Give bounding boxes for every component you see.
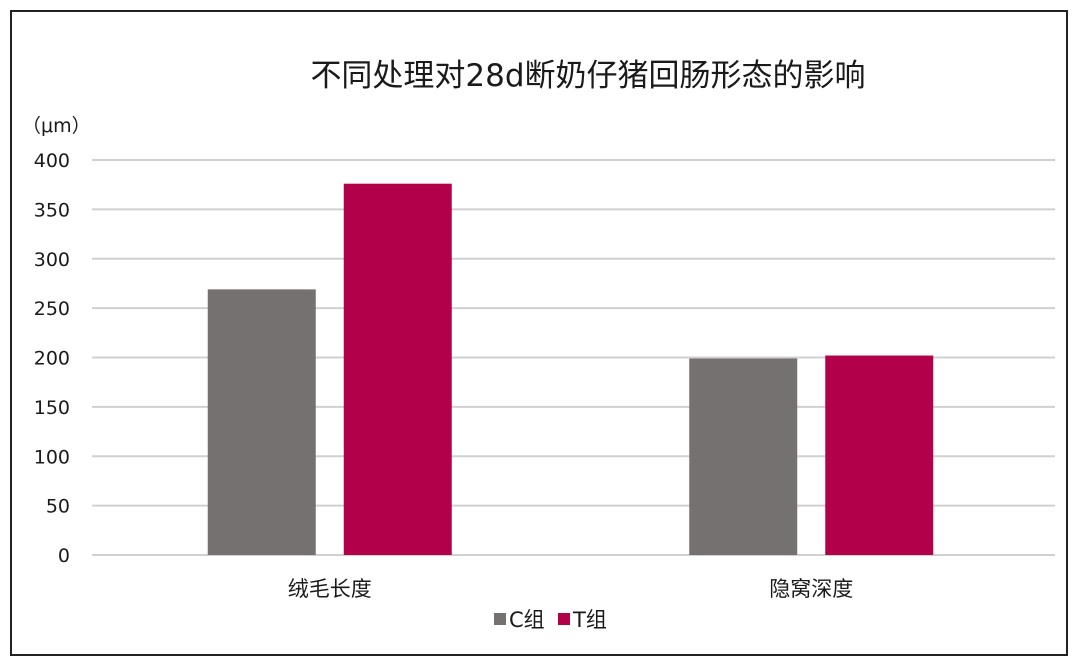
y-tick-label: 400: [34, 150, 70, 172]
y-tick-label: 0: [58, 545, 70, 567]
bars: [207, 183, 934, 555]
legend-swatch: [494, 613, 506, 625]
y-tick-label: 100: [34, 446, 70, 468]
legend: C组 T组: [494, 608, 607, 632]
bar-T组-绒毛长度: [343, 183, 452, 555]
legend-label: T组: [572, 608, 607, 632]
x-category-label: 隐窝深度: [769, 577, 853, 601]
y-tick-label: 300: [34, 249, 70, 271]
legend-swatch: [558, 613, 570, 625]
x-category-label: 绒毛长度: [288, 577, 372, 601]
x-category-labels: 绒毛长度 隐窝深度: [288, 577, 854, 601]
y-tick-label: 50: [46, 496, 70, 518]
bar-C组-绒毛长度: [207, 289, 316, 555]
y-axis-unit: （μm）: [22, 115, 91, 137]
y-tick-label: 350: [34, 199, 70, 221]
y-tick-label: 200: [34, 348, 70, 370]
bar-T组-隐窝深度: [825, 355, 934, 555]
chart-title: 不同处理对28d断奶仔猪回肠形态的影响: [310, 58, 865, 94]
y-tick-labels: 0 50 100 150 200 250 300 350 400: [34, 150, 70, 567]
legend-label: C组: [509, 608, 545, 632]
y-tick-label: 150: [34, 397, 70, 419]
bar-C组-隐窝深度: [689, 358, 798, 555]
y-tick-label: 250: [34, 298, 70, 320]
